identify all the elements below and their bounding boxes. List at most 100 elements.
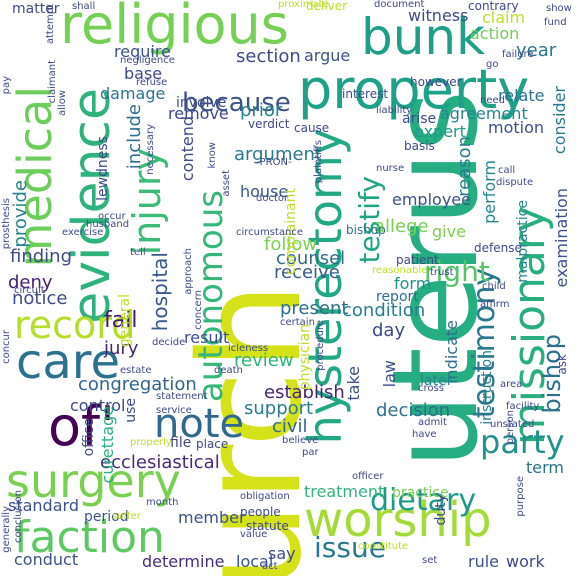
word-deny: deny xyxy=(8,272,53,293)
word-support: support xyxy=(244,398,314,419)
word-trust: certain xyxy=(280,317,315,328)
word-admit: cross xyxy=(418,383,444,394)
word-conclusion: generally xyxy=(1,506,12,553)
word-necessary: person xyxy=(505,410,516,445)
word-include: include xyxy=(124,104,145,170)
word-physician: physician xyxy=(297,324,313,391)
word-tell: believe xyxy=(282,435,319,446)
word-contrary: document xyxy=(374,0,425,10)
word-provide: provide xyxy=(10,180,31,248)
word-jury: jury xyxy=(104,338,139,359)
word-rule: rule xyxy=(468,552,500,571)
word-care: care xyxy=(16,334,121,390)
word-prior: prior xyxy=(240,100,283,121)
word-consider: consider xyxy=(550,86,569,155)
word-know: doctor xyxy=(256,193,289,204)
word-member: member xyxy=(178,508,246,527)
word-curettage: curettage xyxy=(98,406,117,484)
word-instruction: instruction xyxy=(479,350,495,425)
word-cause: verdict xyxy=(248,117,290,131)
word-result: result xyxy=(184,328,230,347)
word-show: go xyxy=(486,59,499,70)
word-however: interest xyxy=(342,87,389,101)
word-motion: motion xyxy=(488,118,545,137)
word-issue: issue xyxy=(314,531,386,564)
word-pron: refuse xyxy=(136,77,168,88)
word-defense: patient xyxy=(396,253,439,267)
word-note: note xyxy=(154,401,245,447)
word-suffer: value xyxy=(240,529,268,540)
word-approach: concern xyxy=(193,290,204,330)
word-service: statement xyxy=(156,391,208,402)
word-circuit: decide xyxy=(152,337,186,348)
word-unstated: officer xyxy=(352,471,384,482)
word-require: require xyxy=(114,42,171,61)
word-negligence: contrary xyxy=(468,0,519,13)
word-worship: worship xyxy=(304,492,492,548)
word-civil: civil xyxy=(272,416,308,437)
word-allow: attempt xyxy=(45,4,56,45)
word-believe: necessary xyxy=(145,124,156,175)
word-set: act xyxy=(262,561,278,572)
word-determine: determine xyxy=(142,552,225,571)
word-review: review xyxy=(234,350,294,371)
word-place: place xyxy=(196,437,229,451)
word-affirm: reasonable xyxy=(372,265,428,276)
word-relate: relate xyxy=(498,86,545,105)
word-condition: condition xyxy=(342,300,426,321)
word-icleness: estate xyxy=(120,365,152,376)
word-term: term xyxy=(526,458,564,477)
word-prosthesis: circuit xyxy=(14,285,45,296)
word-contend: contend xyxy=(178,116,197,182)
word-ask: child xyxy=(482,281,506,292)
word-certain: circumstance xyxy=(236,227,303,238)
word-doctor: plaintiffs xyxy=(313,140,324,184)
word-estate: dispute xyxy=(496,177,534,188)
word-lewdness: lewdness xyxy=(95,136,111,201)
word-report: report xyxy=(376,289,419,305)
word-shall: cause xyxy=(294,121,330,135)
word-agreement: agreement xyxy=(440,104,528,123)
word-pay: tell xyxy=(130,247,146,258)
word-remove: remove xyxy=(168,104,229,123)
word-basis: defense xyxy=(474,241,522,255)
word-people: obligation xyxy=(240,491,290,502)
word-evidence: evidence xyxy=(62,88,122,324)
word-properly: procedure xyxy=(315,320,326,371)
word-conduct: conduct xyxy=(14,550,79,569)
word-property: property xyxy=(298,58,530,121)
word-congregation: congregation xyxy=(78,374,197,395)
word-damage: damage xyxy=(100,84,166,103)
word-surgery: surgery xyxy=(6,454,181,508)
word-general: general xyxy=(117,294,133,348)
word-month: suffer xyxy=(112,511,141,522)
word-control: control xyxy=(70,396,126,415)
word-facility: unstated xyxy=(490,419,535,430)
word-constitute: nurse xyxy=(376,163,405,174)
word-death: facility xyxy=(506,401,540,412)
word-arise: arise xyxy=(402,111,437,127)
word-circumstance: approach xyxy=(183,248,194,295)
word-concur: exercise xyxy=(62,227,104,238)
word-fund: show xyxy=(546,3,572,14)
word-notice: notice xyxy=(12,288,68,309)
word-statement: death xyxy=(214,365,243,376)
word-party: party xyxy=(480,423,565,461)
word-religious: religious xyxy=(60,0,289,56)
word-allege: allege xyxy=(374,216,429,237)
word-generally: concur xyxy=(1,330,12,364)
word-argument: argument xyxy=(234,144,323,165)
word-present: present xyxy=(280,298,349,319)
word-concern: husband xyxy=(86,219,130,230)
word-employee: employee xyxy=(392,190,471,209)
word-decision: decision xyxy=(376,400,451,421)
word-house: house xyxy=(240,182,289,201)
word-document: deliver xyxy=(306,0,348,13)
word-exercise: prosthesis xyxy=(1,198,12,250)
word-give: give xyxy=(432,222,466,241)
word-office: office xyxy=(81,418,97,457)
word-liability: month xyxy=(146,497,179,508)
word-par: set xyxy=(422,555,438,566)
word-cross: area xyxy=(500,379,523,390)
word-verdict: however xyxy=(410,75,462,89)
